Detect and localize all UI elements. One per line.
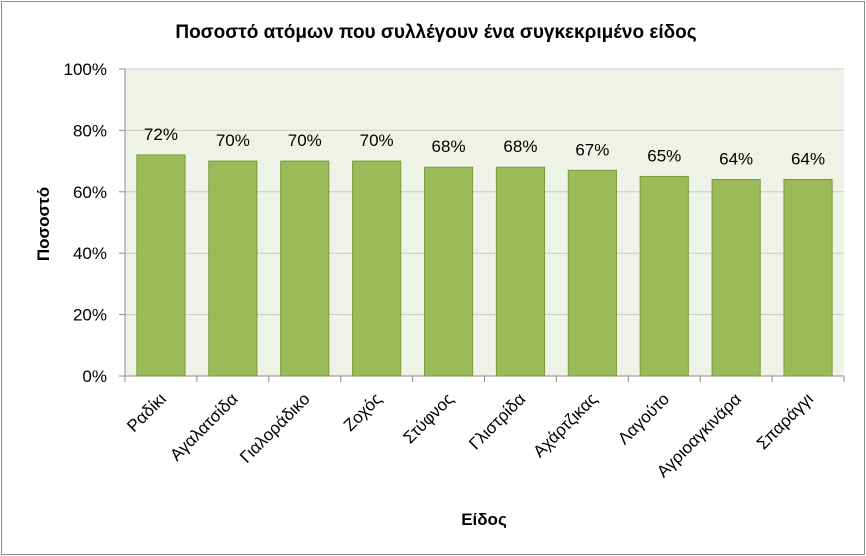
y-tick-label: 100% <box>64 60 107 79</box>
bar <box>711 179 761 377</box>
y-tick-label: 0% <box>82 367 107 386</box>
bar <box>639 175 689 377</box>
data-label: 68% <box>432 137 466 156</box>
data-label: 64% <box>719 150 753 169</box>
bar <box>783 179 833 377</box>
x-tick-label: Αγαλατσίδα <box>166 389 241 464</box>
y-tick-label: 20% <box>73 306 107 325</box>
x-tick-label: Αχάρτζικας <box>529 389 601 461</box>
bar <box>567 169 617 377</box>
bar <box>208 160 258 377</box>
data-label: 70% <box>216 131 250 150</box>
bar <box>280 160 330 377</box>
data-label: 70% <box>360 131 394 150</box>
y-tick-label: 80% <box>73 121 107 140</box>
x-tick-label: Λαγούτο <box>614 389 673 448</box>
x-axis-title: Είδος <box>461 510 507 529</box>
x-tick-label: Στύφνος <box>399 389 457 447</box>
plot-area: 0% 20% 40% 60% 80% 100% 72% Ραδίκι 70% Αγαλατσίδα… <box>64 60 845 481</box>
bar <box>495 166 546 377</box>
x-tick-label: Γιαλοράδικο <box>236 389 313 466</box>
y-tick-label: 60% <box>73 183 107 202</box>
data-label: 65% <box>647 146 681 165</box>
x-tick-label: Ραδίκι <box>123 389 170 436</box>
bar <box>136 154 186 377</box>
x-tick-label: Γλιστρίδα <box>465 389 529 453</box>
chart-title: Ποσοστό ατόμων που συλλέγουν ένα συγκεκρ… <box>175 22 696 43</box>
bar <box>423 166 474 377</box>
data-label: 70% <box>288 131 322 150</box>
x-tick-label: Ζοχός <box>340 389 386 435</box>
y-tick-label: 40% <box>73 244 107 263</box>
x-tick-label: Σπαράγγι <box>753 389 817 453</box>
y-axis-title: Ποσοστό <box>34 187 53 261</box>
data-label: 64% <box>791 150 825 169</box>
data-label: 68% <box>503 137 537 156</box>
bar <box>352 160 402 377</box>
data-label: 67% <box>575 140 609 159</box>
data-label: 72% <box>144 125 178 144</box>
